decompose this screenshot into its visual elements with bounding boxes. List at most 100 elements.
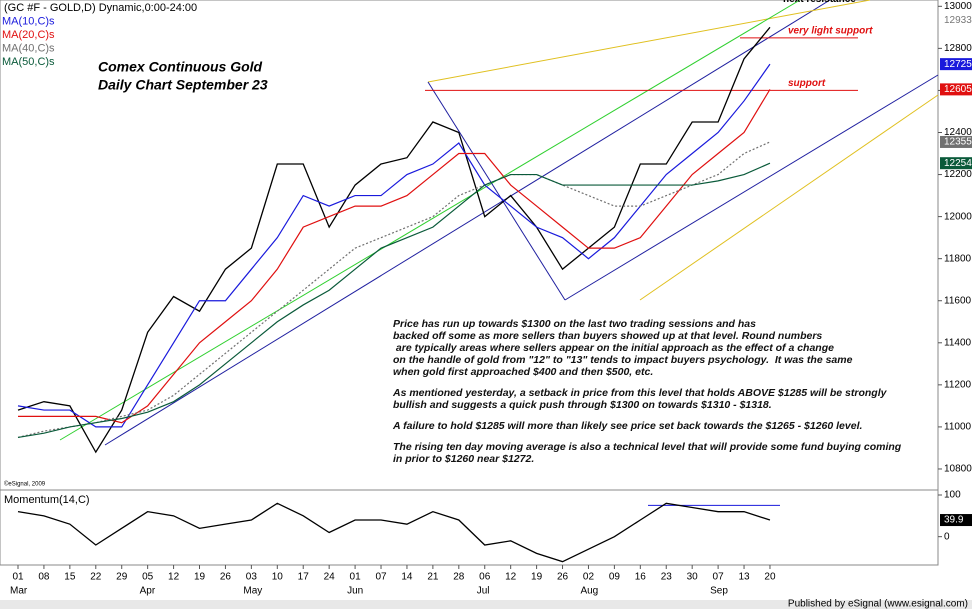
month-label: Jun: [347, 586, 363, 597]
y-tick-label: 11800: [944, 253, 972, 264]
price-marker: [940, 58, 972, 71]
footer: Published by eSignal (www.esignal.com): [788, 599, 968, 609]
month-label: May: [243, 586, 262, 597]
y-tick-label: 13000: [944, 1, 972, 12]
x-tick-label: 06: [479, 572, 491, 583]
price-marker: [940, 514, 972, 527]
chart-title: Comex Continuous Gold: [98, 59, 263, 75]
commentary: Price has run up towards $1300 on the la…: [393, 318, 933, 474]
x-tick-label: 20: [764, 572, 776, 583]
price-marker-label: 12725: [944, 59, 972, 70]
annotation: very light support: [788, 25, 873, 36]
price-marker: [940, 135, 972, 148]
commentary-line: on the handle of gold from "12" to "13" …: [393, 354, 853, 366]
x-tick-label: 16: [635, 572, 647, 583]
price-marker: [940, 83, 972, 96]
commentary-line: backed off some as more sellers than buy…: [393, 330, 823, 342]
trend-channel: [59, 0, 939, 446]
y-tick-label: 12000: [944, 211, 972, 222]
x-tick-label: 26: [557, 572, 569, 583]
series-line: [17, 63, 771, 428]
y-tick-label: 10800: [944, 464, 972, 475]
price-marker-label: 12254: [944, 158, 972, 169]
x-tick-label: 24: [324, 572, 336, 583]
chart-header: (GC #F - GOLD,D) Dynamic,0:00-24:00: [4, 2, 197, 14]
series-line: [17, 502, 771, 563]
annotation: next resistance: [783, 0, 856, 5]
frame: [0, 0, 939, 566]
price-marker-label: 12355: [944, 137, 972, 148]
commentary-line: A failure to hold $1285 will more than l…: [393, 420, 863, 432]
month-label: Sep: [710, 586, 728, 597]
x-tick-label: 05: [142, 572, 154, 583]
x-tick-label: 22: [90, 572, 102, 583]
copyright: ©eSignal, 2009: [4, 481, 46, 488]
x-tick-label: 26: [220, 572, 232, 583]
price-marker: [940, 14, 972, 27]
paragraph: A failure to hold $1285 will more than l…: [393, 420, 933, 432]
x-tick-label: 19: [194, 572, 206, 583]
annotation: support: [788, 78, 826, 89]
series-line: [18, 89, 771, 424]
legend-entry: MA(10,C)s: [2, 15, 55, 27]
commentary-line: As mentioned yesterday, a setback in pri…: [393, 387, 887, 399]
x-tick-label: 23: [661, 572, 673, 583]
legend-entry: MA(50,C)s: [2, 56, 55, 68]
commentary-line: Price has run up towards $1300 on the la…: [393, 318, 756, 330]
series-line: [17, 141, 771, 439]
commentary-line: when gold first approached $400 and then…: [393, 366, 654, 378]
x-tick-label: 02: [583, 572, 595, 583]
x-tick-label: 08: [38, 572, 50, 583]
x-tick-label: 12: [168, 572, 180, 583]
price-marker: [940, 157, 972, 170]
chart-subtitle: Daily Chart September 23: [98, 77, 268, 93]
x-tick-label: 03: [246, 572, 258, 583]
paragraph: The rising ten day moving average is als…: [393, 441, 933, 465]
series-line: [17, 26, 771, 454]
price-marker-label: 12605: [944, 84, 972, 95]
footer-bar: [0, 600, 972, 609]
x-tick-label: 13: [738, 572, 750, 583]
price-marker-label: 12933: [944, 15, 972, 26]
x-tick-label: 15: [64, 572, 76, 583]
x-tick-label: 17: [298, 572, 310, 583]
commentary-line: bullish and suggests a quick push throug…: [393, 399, 772, 411]
series-line: [17, 162, 771, 439]
commentary-line: in prior to $1260 near $1272.: [393, 453, 535, 465]
y-tick-label: 12400: [944, 127, 972, 138]
y-tick-label: 0: [944, 531, 950, 542]
x-tick-label: 14: [401, 572, 413, 583]
x-tick-label: 07: [713, 572, 725, 583]
x-tick-label: 12: [505, 572, 517, 583]
price-marker-label: 39.9: [944, 515, 964, 526]
x-tick-label: 19: [531, 572, 543, 583]
legend-entry: MA(40,C)s: [2, 42, 55, 54]
commentary-line: The rising ten day moving average is als…: [393, 441, 902, 453]
x-tick-label: 28: [453, 572, 465, 583]
y-tick-label: 100: [944, 490, 961, 501]
x-tick-label: 10: [272, 572, 284, 583]
y-tick-label: 12800: [944, 43, 972, 54]
month-label: Apr: [140, 586, 156, 597]
x-tick-label: 01: [350, 572, 362, 583]
paragraph: Price has run up towards $1300 on the la…: [393, 318, 933, 378]
x-tick-label: 30: [687, 572, 699, 583]
y-tick-label: 11600: [944, 295, 972, 306]
x-tick-label: 29: [116, 572, 128, 583]
legend-entry: MA(20,C)s: [2, 29, 55, 41]
y-tick-label: 11000: [944, 422, 972, 433]
x-tick-label: 07: [375, 572, 387, 583]
x-tick-label: 09: [609, 572, 621, 583]
momentum-title: Momentum(14,C): [4, 494, 90, 506]
month-label: Aug: [580, 586, 598, 597]
y-tick-label: 11400: [944, 337, 972, 348]
y-tick-label: 11200: [944, 379, 972, 390]
paragraph: As mentioned yesterday, a setback in pri…: [393, 387, 933, 411]
month-label: Mar: [10, 586, 28, 597]
x-tick-label: 01: [12, 572, 24, 583]
commentary-line: are typically areas where sellers appear…: [393, 342, 834, 354]
month-label: Jul: [477, 586, 490, 597]
y-tick-label: 12200: [944, 169, 972, 180]
